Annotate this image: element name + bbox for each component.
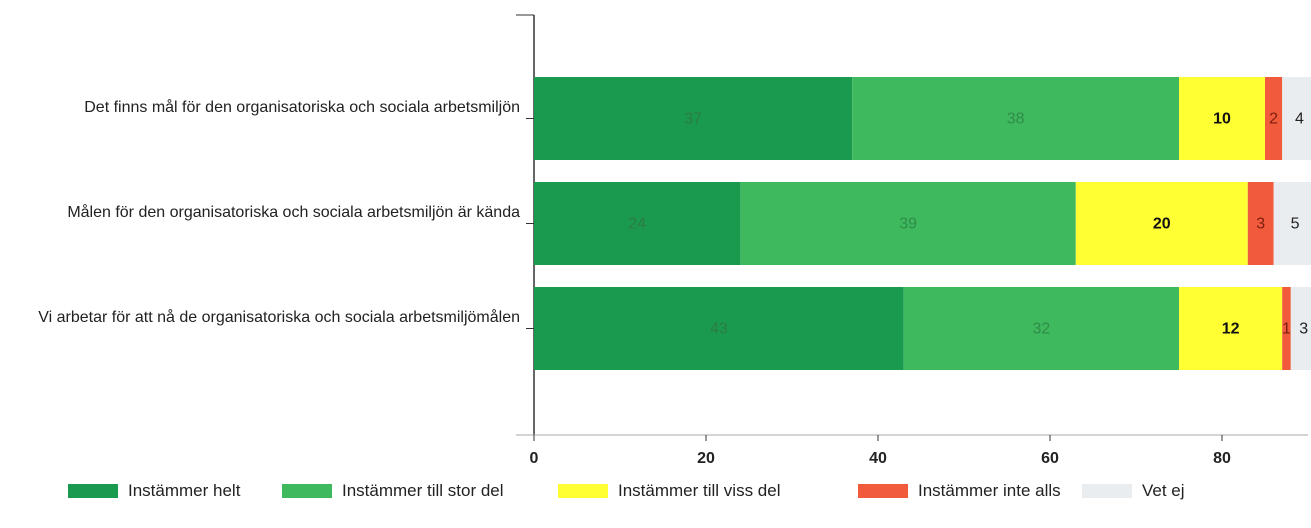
bar-segment <box>1179 77 1265 160</box>
legend-label: Vet ej <box>1142 481 1185 500</box>
data-label: 24 <box>628 216 646 233</box>
bar-segment <box>1075 182 1248 265</box>
data-label: 38 <box>1007 111 1025 128</box>
data-label: 20 <box>1153 216 1171 233</box>
category-label: Vi arbetar för att nå de organisatoriska… <box>38 308 520 326</box>
x-tick-label: 80 <box>1213 450 1231 467</box>
data-label: 12 <box>1222 321 1240 338</box>
data-label: 3 <box>1256 216 1265 233</box>
data-label: 3 <box>1299 321 1308 338</box>
data-label: 43 <box>710 321 728 338</box>
legend-label: Instämmer inte alls <box>918 481 1061 500</box>
data-label: 2 <box>1269 111 1278 128</box>
legend-swatch <box>282 484 332 498</box>
legend-swatch <box>68 484 118 498</box>
category-label: Det finns mål för den organisatoriska oc… <box>84 98 520 116</box>
legend-swatch <box>858 484 908 498</box>
legend-label: Instämmer till stor del <box>342 481 504 500</box>
bar-segment <box>852 77 1179 160</box>
data-label: 5 <box>1291 216 1300 233</box>
data-label: 1 <box>1282 321 1291 338</box>
data-label: 39 <box>899 216 917 233</box>
legend-swatch <box>558 484 608 498</box>
data-label: 10 <box>1213 111 1231 128</box>
bar-segment <box>1273 182 1311 265</box>
x-tick-label: 20 <box>697 450 715 467</box>
bar-segment <box>740 182 1076 265</box>
bar-segment <box>1290 287 1311 370</box>
legend-label: Instämmer till viss del <box>618 481 781 500</box>
legend-item: Instämmer till stor del <box>282 481 504 501</box>
category-label: Målen för den organisatoriska och social… <box>67 203 520 221</box>
x-tick-label: 60 <box>1041 450 1059 467</box>
data-label: 4 <box>1295 111 1304 128</box>
legend-item: Instämmer inte alls <box>858 481 1061 501</box>
x-tick-label: 0 <box>530 450 539 467</box>
data-label: 37 <box>684 111 702 128</box>
bar-segment <box>1247 182 1274 265</box>
legend-item: Instämmer helt <box>68 481 240 501</box>
legend-item: Vet ej <box>1082 481 1185 501</box>
bar-segment <box>903 287 1179 370</box>
bar-segment <box>534 287 904 370</box>
data-label: 32 <box>1033 321 1051 338</box>
bar-segment <box>1179 287 1283 370</box>
bar-segment <box>1265 77 1283 160</box>
bar-segment <box>534 77 853 160</box>
x-tick-label: 40 <box>869 450 887 467</box>
legend-label: Instämmer helt <box>128 481 241 500</box>
legend-item: Instämmer till viss del <box>558 481 780 501</box>
bar-segment <box>1282 77 1311 160</box>
legend-swatch <box>1082 484 1132 498</box>
bar-segment <box>1282 287 1291 370</box>
bar-segment <box>534 182 741 265</box>
